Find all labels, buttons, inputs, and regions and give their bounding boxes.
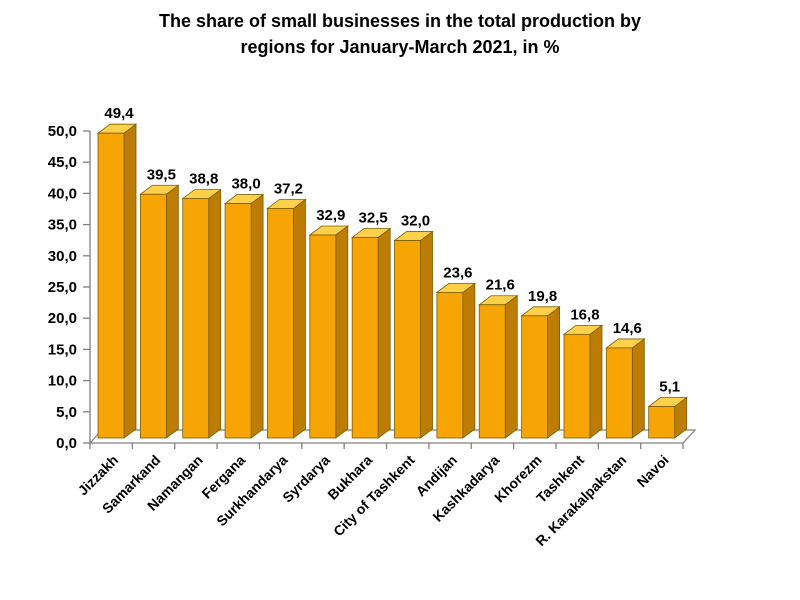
- bar-value-label: 14,6: [613, 320, 642, 337]
- y-tick-label: 25,0: [48, 279, 77, 296]
- bar-front-face: [436, 291, 464, 439]
- bar-value-label: 37,2: [274, 180, 303, 197]
- bar-value-label: 49,4: [104, 105, 134, 122]
- bar-side-face: [631, 338, 645, 439]
- bar-value-label: 23,6: [443, 264, 472, 281]
- bar-side-face: [335, 225, 349, 439]
- bars-group: 49,4Jizzakh39,5Samarkand38,8Namangan38,0…: [75, 105, 688, 549]
- bar-side-face: [377, 227, 391, 439]
- bar-Kashkadarya: [478, 294, 519, 439]
- bar-side-face: [420, 230, 433, 439]
- y-tick-label: 5,0: [56, 404, 77, 421]
- chart-floor: [88, 429, 697, 449]
- bar-front-face: [478, 304, 506, 439]
- bar-Andijan: [435, 282, 477, 439]
- bar-Fergana: [223, 193, 265, 439]
- y-tick-label: 0,0: [56, 435, 77, 452]
- y-tick-label: 35,0: [48, 217, 77, 234]
- bar-side-face: [462, 282, 476, 439]
- bar-front-face: [394, 240, 421, 439]
- bar-side-face: [589, 324, 603, 439]
- chart-title-line-1: The share of small businesses in the tot…: [158, 11, 642, 31]
- bar-side-face: [293, 198, 306, 439]
- y-tick-label: 20,0: [48, 310, 77, 327]
- bar-side-face: [123, 123, 137, 439]
- y-tick-label: 50,0: [48, 123, 77, 140]
- bar-front-face: [605, 347, 633, 439]
- bar-value-label: 19,8: [528, 288, 557, 305]
- bar-R. Karakalpakstan: [605, 338, 646, 439]
- bar-front-face: [351, 237, 379, 439]
- bar-value-label: 32,5: [359, 209, 388, 226]
- bar-front-face: [563, 333, 591, 439]
- bar-value-label: 32,9: [316, 207, 345, 224]
- bar-side-face: [504, 294, 518, 439]
- bar-Jizzakh: [96, 123, 138, 439]
- bar-value-label: 5,1: [659, 379, 680, 396]
- bar-value-label: 16,8: [570, 306, 599, 323]
- bar-side-face: [165, 184, 179, 439]
- bar-value-label: 39,5: [147, 166, 176, 183]
- chart-title-line-2: regions for January-March 2021, in %: [240, 37, 560, 57]
- y-tick-label: 15,0: [48, 341, 77, 358]
- bar-value-label: 38,0: [231, 176, 260, 193]
- bar-front-face: [309, 234, 337, 439]
- bar-Samarkand: [139, 184, 180, 439]
- y-tick-label: 10,0: [48, 373, 77, 390]
- bar-front-face: [182, 198, 210, 439]
- bar-Bukhara: [350, 227, 392, 439]
- chart-title: The share of small businesses in the tot…: [60, 8, 740, 60]
- y-axis: 0,0 5,0 10,0 15,0 20,0 25,0 30,0 35,0 40,0 45,0 50…: [48, 123, 91, 452]
- bar-Namangan: [181, 188, 222, 439]
- x-category-label: Syrdarya: [279, 452, 333, 506]
- bar-front-face: [521, 315, 548, 439]
- bar-value-label: 21,6: [486, 277, 515, 294]
- y-tick-label: 30,0: [48, 248, 77, 265]
- bar-Khorezm: [520, 306, 561, 439]
- bar-value-label: 38,8: [189, 171, 218, 188]
- bar-front-face: [267, 208, 294, 439]
- bar-City of Tashkent: [393, 230, 434, 439]
- bar-front-face: [224, 203, 252, 439]
- y-tick-label: 40,0: [48, 185, 77, 202]
- bar-front-face: [648, 406, 676, 439]
- bar-side-face: [250, 193, 264, 439]
- bar-Syrdarya: [308, 225, 349, 439]
- bar-side-face: [547, 306, 560, 439]
- x-category-label: Navoi: [634, 452, 672, 490]
- y-tick-label: 45,0: [48, 154, 77, 171]
- bar-Navoi: [647, 396, 688, 439]
- floor-surface: [88, 429, 697, 444]
- bar-front-face: [139, 193, 167, 439]
- bar-side-face: [208, 188, 222, 439]
- bar-Surkhandarya: [266, 198, 307, 439]
- x-category-label: City of Tashkent: [330, 452, 418, 540]
- bar-front-face: [97, 132, 125, 439]
- bar-value-label: 32,0: [401, 213, 430, 230]
- bar-Tashkent: [562, 324, 604, 439]
